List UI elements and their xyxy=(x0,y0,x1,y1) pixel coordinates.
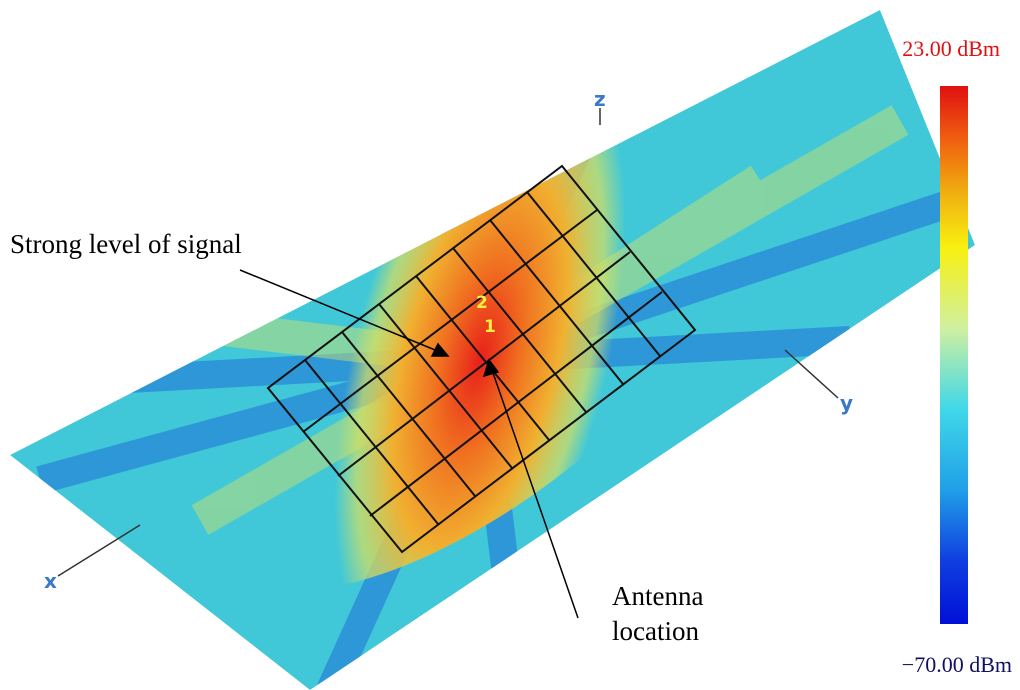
coverage-map xyxy=(10,10,975,690)
axis-label: x xyxy=(44,569,57,593)
page: x y z 2 1 Strong level of signal Antenna… xyxy=(0,0,1020,690)
colorbar-max-label: 23.00 dBm xyxy=(902,36,1000,61)
colorbar xyxy=(940,86,968,624)
colorbar-min-label: −70.00 dBm xyxy=(902,652,1012,677)
annotation: Antenna xyxy=(612,581,703,611)
marker-label: 2 xyxy=(476,293,488,313)
figure: x y z 2 1 Strong level of signal Antenna… xyxy=(0,0,1020,690)
annotation: Strong level of signal xyxy=(10,229,242,259)
annotation: location xyxy=(612,616,699,646)
axis-label: z xyxy=(594,87,606,111)
axis-label: y xyxy=(840,391,853,415)
marker-label: 1 xyxy=(484,317,496,337)
